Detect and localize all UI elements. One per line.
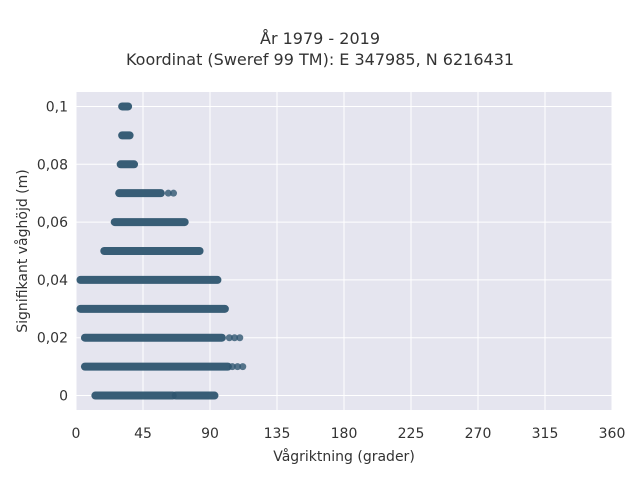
data-point (164, 189, 172, 197)
data-point (231, 334, 239, 342)
y-tick-label: 0 (59, 389, 68, 405)
data-point (170, 189, 178, 197)
x-axis-ticks: 0 45 90 135 180 225 270 315 360 (72, 426, 626, 442)
x-tick-label: 180 (331, 426, 358, 442)
y-axis-label: Signifikant våghöjd (m) (14, 169, 31, 332)
x-axis-label: Vågriktning (grader) (273, 448, 415, 465)
y-tick-label: 0,08 (37, 157, 68, 173)
data-point (228, 363, 236, 371)
y-tick-label: 0,02 (37, 331, 68, 347)
y-tick-label: 0,04 (37, 273, 68, 289)
y-axis-ticks: 0 0,02 0,04 0,06 0,08 0,1 (37, 99, 68, 404)
x-tick-label: 270 (465, 426, 492, 442)
x-tick-label: 135 (264, 426, 291, 442)
y-tick-label: 0,06 (37, 215, 68, 231)
y-tick-label: 0,1 (46, 99, 68, 115)
data-points (76, 102, 247, 400)
data-point (234, 363, 242, 371)
data-point (236, 334, 244, 342)
x-tick-label: 225 (398, 426, 425, 442)
x-tick-label: 315 (532, 426, 559, 442)
x-tick-label: 360 (599, 426, 626, 442)
x-tick-label: 0 (72, 426, 81, 442)
chart-title-line1: År 1979 - 2019 (260, 29, 380, 48)
chart-title-line2: Koordinat (Sweref 99 TM): E 347985, N 62… (125, 50, 515, 69)
x-tick-label: 90 (201, 426, 219, 442)
x-tick-label: 45 (134, 426, 152, 442)
data-point (239, 363, 247, 371)
data-point (225, 334, 233, 342)
